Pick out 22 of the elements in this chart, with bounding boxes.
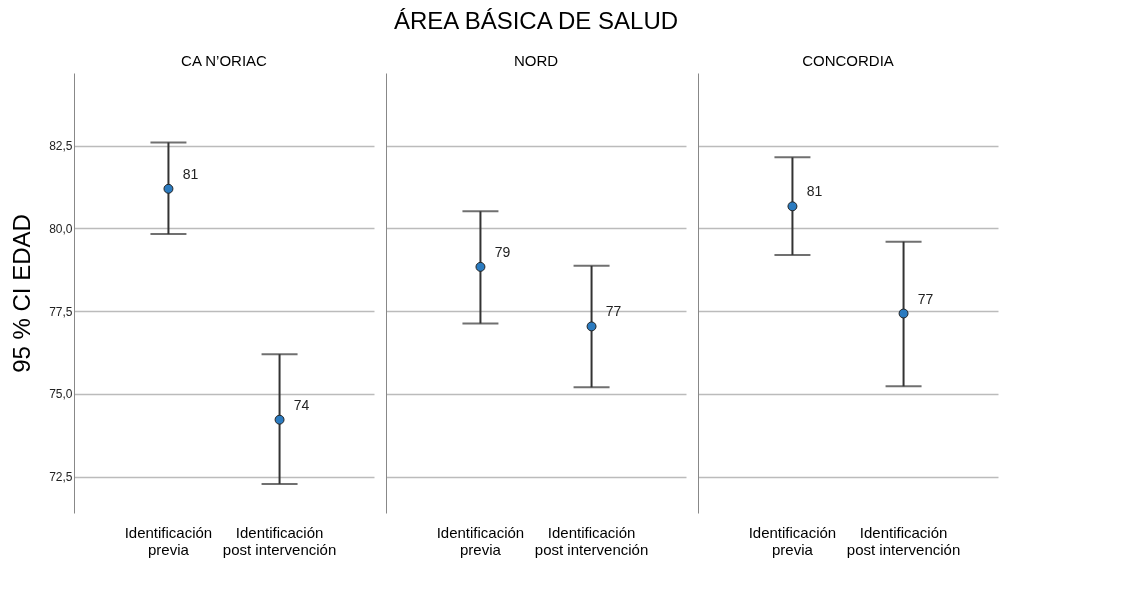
data-label: 77 <box>605 303 622 320</box>
x-tick-label: Identificación previa <box>748 523 837 558</box>
x-tick-label: Identificación post intervención <box>222 523 337 558</box>
y-tick-label: 77,5 <box>49 304 73 319</box>
x-tick-label: Identificación post intervención <box>534 523 649 558</box>
data-label: 77 <box>917 290 934 307</box>
y-tick-label: 72,5 <box>49 470 73 485</box>
data-label: 81 <box>806 183 823 200</box>
x-tick-label: Identificación previa <box>124 523 213 558</box>
x-tick-label: Identificación previa <box>436 523 525 558</box>
chart-subtitle: NORD <box>513 52 559 69</box>
data-label: 79 <box>494 243 511 260</box>
y-tick-label: 82,5 <box>49 139 73 154</box>
data-label: 81 <box>182 165 199 182</box>
data-label: 74 <box>293 396 310 413</box>
chart-subtitle: CONCORDIA <box>802 52 894 69</box>
y-tick-label: 75,0 <box>49 387 73 402</box>
y-tick-label: 80,0 <box>49 221 73 236</box>
chart-title: ÁREA BÁSICA DE SALUD <box>393 7 679 34</box>
y-axis-title: 95 % CI EDAD <box>8 214 36 373</box>
chart-subtitle: CA N’ORIAC <box>181 52 268 69</box>
x-tick-label: Identificación post intervención <box>846 523 961 558</box>
